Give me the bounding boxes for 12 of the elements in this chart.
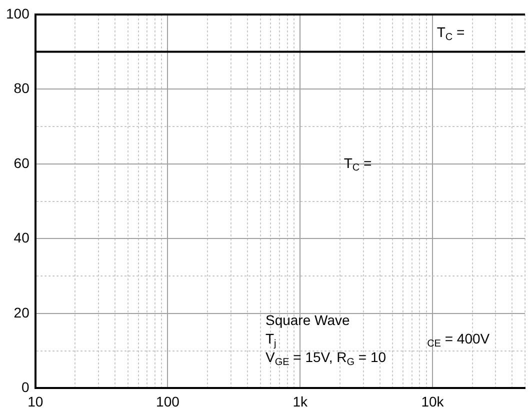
x-tick-label: 10 xyxy=(28,393,44,410)
y-tick-label: 20 xyxy=(14,304,30,320)
y-tick-label: 40 xyxy=(14,230,30,246)
x-tick-label: 100 xyxy=(156,393,180,410)
annotation: CE = 400V xyxy=(427,330,490,350)
x-tick-label: 1k xyxy=(292,393,308,410)
y-tick-label: 60 xyxy=(14,154,30,171)
x-tick-label: 10k xyxy=(421,393,445,410)
y-tick-label: 100 xyxy=(6,5,30,22)
y-tick-label: 0 xyxy=(22,379,30,396)
annotation: Square Wave xyxy=(265,312,350,328)
y-tick-label: 80 xyxy=(14,80,30,96)
